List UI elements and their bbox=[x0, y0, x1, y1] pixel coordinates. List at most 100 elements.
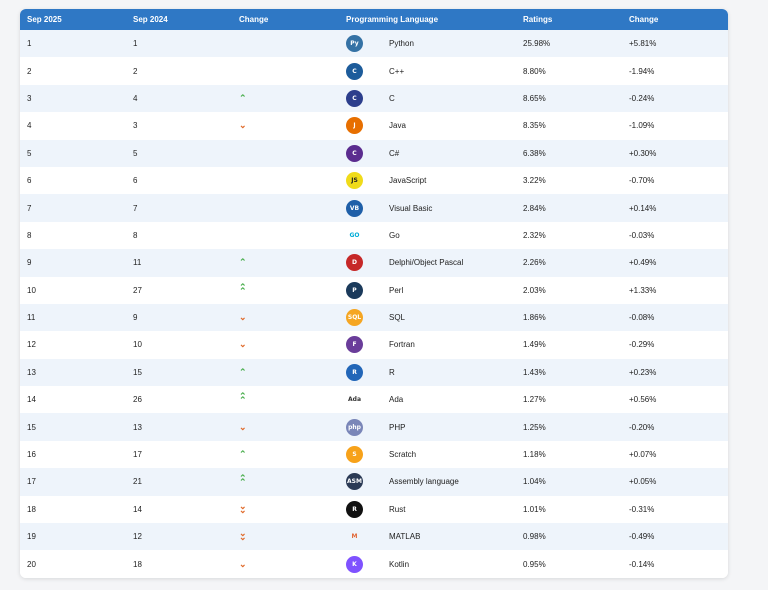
language-cell: M MATLAB bbox=[339, 523, 516, 550]
language-name[interactable]: SQL bbox=[389, 313, 406, 323]
language-name[interactable]: Python bbox=[389, 39, 414, 49]
language-name[interactable]: Assembly language bbox=[389, 477, 459, 487]
header-change-percent[interactable]: Change bbox=[629, 15, 659, 24]
rank-current: 4 bbox=[27, 121, 32, 131]
rank-previous: 18 bbox=[133, 559, 142, 569]
rank-previous: 5 bbox=[133, 148, 138, 158]
rank-current: 6 bbox=[27, 176, 32, 186]
language-name[interactable]: R bbox=[389, 367, 395, 377]
rank-current: 15 bbox=[27, 422, 36, 432]
trend-cell bbox=[232, 167, 339, 194]
table-row: 14 26 ⌃ ⌃ Ada Ada 1.27% +0.56% bbox=[20, 386, 728, 414]
language-wrapper: JS JavaScript bbox=[346, 172, 516, 190]
header-sep-2024[interactable]: Sep 2024 bbox=[133, 15, 168, 24]
rank-previous: 12 bbox=[133, 532, 142, 542]
rank-previous: 15 bbox=[133, 367, 142, 377]
rating-value: 6.38% bbox=[523, 148, 546, 158]
down-arrow-icon: ⌄ bbox=[239, 558, 247, 569]
r-icon: R bbox=[346, 363, 363, 381]
language-name[interactable]: Java bbox=[389, 121, 406, 131]
language-wrapper: ASM Assembly language bbox=[346, 473, 516, 491]
table-row: 5 5 C C# 6.38% +0.30% bbox=[20, 139, 728, 167]
language-name[interactable]: Ada bbox=[389, 395, 404, 405]
table-row: 7 7 VB Visual Basic 2.84% +0.14% bbox=[20, 194, 728, 222]
language-name[interactable]: Visual Basic bbox=[389, 203, 433, 213]
language-cell: F Fortran bbox=[339, 331, 516, 358]
double-up-arrow-icon: ⌃ ⌃ bbox=[239, 473, 247, 488]
language-wrapper: S Scratch bbox=[346, 446, 516, 464]
language-name[interactable]: MATLAB bbox=[389, 532, 421, 542]
down-arrow-icon: ⌄ bbox=[239, 312, 247, 323]
rating-value: 1.01% bbox=[523, 504, 546, 514]
rank-current: 8 bbox=[27, 230, 32, 240]
table-row: 13 15 ⌃ R R 1.43% +0.23% bbox=[20, 358, 728, 387]
language-name[interactable]: Go bbox=[389, 230, 400, 240]
rank-current: 14 bbox=[27, 395, 36, 405]
trend-cell bbox=[232, 140, 339, 167]
trend-cell: ⌃ bbox=[232, 441, 339, 468]
language-name[interactable]: Fortran bbox=[389, 340, 415, 350]
python-icon: Py bbox=[346, 35, 363, 53]
language-name[interactable]: C bbox=[389, 93, 395, 103]
table-row: 20 18 ⌄ K Kotlin 0.95% -0.14% bbox=[20, 550, 728, 578]
header-change[interactable]: Change bbox=[239, 15, 269, 24]
language-cell: ASM Assembly language bbox=[339, 468, 516, 495]
language-wrapper: VB Visual Basic bbox=[346, 199, 516, 217]
table-row: 15 13 ⌄ php PHP 1.25% -0.20% bbox=[20, 413, 728, 441]
down-arrow-icon: ⌄ bbox=[239, 339, 247, 350]
rank-previous: 4 bbox=[133, 93, 138, 103]
language-wrapper: Ada Ada bbox=[346, 391, 516, 408]
table-row: 16 17 ⌃ S Scratch 1.18% +0.07% bbox=[20, 440, 728, 469]
language-name[interactable]: JavaScript bbox=[389, 176, 427, 186]
trend-cell bbox=[232, 222, 339, 249]
scratch-icon: S bbox=[346, 446, 363, 464]
language-cell: SQL SQL bbox=[339, 304, 516, 331]
change-value: -0.08% bbox=[629, 313, 655, 323]
language-name[interactable]: Kotlin bbox=[389, 559, 410, 569]
language-cell: R Rust bbox=[339, 496, 516, 523]
language-name[interactable]: C# bbox=[389, 148, 400, 158]
language-cell: J Java bbox=[339, 112, 516, 139]
double-down-arrow-icon: ⌄ ⌄ bbox=[239, 528, 247, 543]
language-wrapper: K Kotlin bbox=[346, 555, 516, 573]
trend-cell bbox=[232, 57, 339, 84]
header-ratings[interactable]: Ratings bbox=[523, 15, 553, 24]
delphi-icon: D bbox=[346, 254, 363, 272]
go-icon: GO bbox=[349, 231, 360, 239]
language-name[interactable]: Perl bbox=[389, 285, 404, 295]
change-value: -1.09% bbox=[629, 121, 655, 131]
language-name[interactable]: Scratch bbox=[389, 450, 417, 460]
table-row: 9 11 ⌃ D Delphi/Object Pascal 2.26% +0.49% bbox=[20, 249, 728, 277]
rank-previous: 7 bbox=[133, 203, 138, 213]
language-name[interactable]: Delphi/Object Pascal bbox=[389, 258, 464, 268]
up-arrow-icon: ⌃ bbox=[239, 92, 247, 103]
trend-cell: ⌃ bbox=[232, 359, 339, 386]
rank-previous: 17 bbox=[133, 450, 142, 460]
change-value: +0.56% bbox=[629, 395, 657, 405]
sql-icon: SQL bbox=[346, 309, 363, 327]
table-row: 11 9 ⌄ SQL SQL 1.86% -0.08% bbox=[20, 303, 728, 332]
down-arrow-icon: ⌄ bbox=[239, 421, 247, 432]
rating-value: 2.84% bbox=[523, 203, 546, 213]
language-name[interactable]: Rust bbox=[389, 504, 406, 514]
rank-previous: 13 bbox=[133, 422, 142, 432]
rating-value: 1.49% bbox=[523, 340, 546, 350]
table-body: 1 1 Py Python 25.98% +5.81% 2 2 C C++ 8.80% -1.94% 3… bbox=[20, 30, 728, 578]
header-programming-language[interactable]: Programming Language bbox=[346, 15, 439, 24]
language-cell: JS JavaScript bbox=[339, 167, 516, 194]
change-value: +0.49% bbox=[629, 258, 657, 268]
change-value: -0.03% bbox=[629, 230, 655, 240]
trend-cell bbox=[232, 194, 339, 221]
trend-cell: ⌄ bbox=[232, 304, 339, 331]
trend-cell: ⌄ bbox=[232, 112, 339, 139]
language-name[interactable]: PHP bbox=[389, 422, 406, 432]
language-name[interactable]: C++ bbox=[389, 66, 405, 76]
rank-previous: 26 bbox=[133, 395, 142, 405]
header-sep-2025[interactable]: Sep 2025 bbox=[27, 15, 62, 24]
table-row: 6 6 JS JavaScript 3.22% -0.70% bbox=[20, 166, 728, 195]
rating-value: 2.03% bbox=[523, 285, 546, 295]
assembly-icon: ASM bbox=[346, 473, 363, 491]
rating-value: 1.86% bbox=[523, 313, 546, 323]
